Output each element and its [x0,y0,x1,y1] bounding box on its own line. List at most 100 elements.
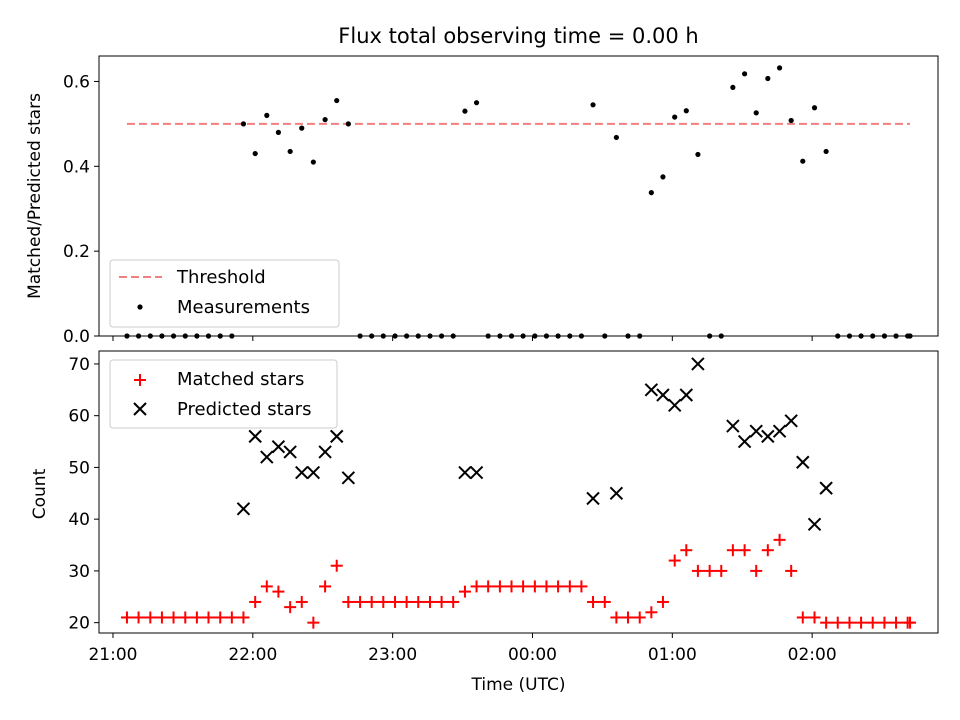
matched-star-point [761,544,774,557]
count-axes-frame [98,350,939,634]
ratio-x-ticks [112,336,813,341]
matched-star-point [563,580,576,593]
matched-star-point [633,611,646,624]
matched-star-point [645,606,658,619]
measurements-legend-marker [137,304,143,310]
measurement-point [788,117,794,124]
matched-star-point [260,580,273,593]
measurement-point [264,112,270,118]
matched-star-point [354,595,367,608]
count-legend: Matched stars Predicted stars [109,359,338,429]
predicted-legend-marker [133,402,147,416]
matched-star-point [307,616,320,629]
predicted-star-mark-b [341,471,356,485]
matched-star-point [412,595,425,608]
measurement-point [590,102,596,108]
figure-title: Flux total observing time = 0.00 h [338,24,698,48]
predicted-star-mark-b [236,502,251,516]
predicted-star-mark-b [306,465,321,480]
predicted-star-point [330,429,344,444]
matched-star-point [179,611,192,624]
predicted-star-mark-b [761,429,775,444]
predicted-star-point [796,455,810,469]
ratio-y-ticks: 0.0 0.2 0.4 0.6 [63,72,99,347]
matched-star-point [493,580,506,593]
matched-star-point [423,595,436,608]
ratio-y-axis-label: Matched/Predicted stars [25,93,45,299]
measurement-point [648,190,654,196]
count-y-tick-label: 30 [68,562,90,582]
count-x-tick-label: 23:00 [368,645,417,665]
ratio-panel: 0.0 0.2 0.4 0.6 Matched/Predicted stars Thr… [25,55,939,347]
matched-star-point [552,580,565,593]
matched-star-point [272,585,285,598]
count-y-tick-label: 20 [68,614,90,634]
predicted-star-point [609,486,624,501]
measurement-point [765,75,771,82]
measurements-legend-label: Measurements [177,297,310,318]
ratio-y-tick-label: 0.2 [63,242,90,262]
matched-star-point [342,595,355,608]
predicted-star-mark-b [726,419,740,433]
predicted-star-point [761,429,775,444]
matched-star-point [482,580,495,593]
matched-star-point [365,595,378,608]
matched-star-point [190,611,203,624]
count-x-ticks: 21:00 22:00 23:00 00:00 01:00 02:00 [88,633,837,665]
predicted-star-point [341,471,356,485]
matched-star-point [330,559,343,572]
predicted-star-point [318,445,332,459]
matched-star-point [878,616,891,629]
predicted-star-point [248,429,262,444]
predicted-star-point [306,465,321,480]
measurement-point [695,151,701,158]
count-x-tick-label: 21:00 [88,645,137,665]
count-legend-box [109,359,338,429]
predicted-star-mark-b [330,429,344,444]
predicted-star-point [295,465,309,480]
matched-star-point [726,544,739,557]
measurement-point [742,71,748,77]
measurement-point [823,148,829,155]
predicted-star-mark-b [644,383,659,397]
matched-star-point [785,564,798,577]
matched-star-point [621,611,634,624]
matched-star-point [319,580,332,593]
x-axis-label: Time (UTC) [471,675,566,695]
predicted-star-mark-b [469,465,484,480]
measurement-point [730,84,736,90]
matched-star-point [587,595,600,608]
predicted-star-mark-b [784,414,798,428]
matched-star-point [796,611,809,624]
predicted-star-mark-b [609,486,624,501]
matched-legend-label: Matched stars [177,369,304,390]
measurement-point [776,65,783,71]
predicted-star-mark-b [248,429,262,444]
matched-star-point [284,601,297,614]
measurement-point [240,121,247,127]
matched-star-point [575,580,588,593]
matched-star-point [540,580,553,593]
matched-star-point [680,544,693,557]
matched-star-point [715,564,728,577]
count-x-tick-label: 02:00 [788,645,837,665]
count-plot-area [120,357,917,629]
predicted-star-mark-b [807,517,822,532]
predicted-star-point [667,398,682,413]
measurement-point [334,97,340,104]
matched-star-point [517,580,530,593]
predicted-star-point [726,419,740,433]
count-panel: 20 30 40 50 60 70 21:00 22:00 23:00 00:00 01:00 02… [30,350,939,695]
matched-star-point [820,616,833,629]
matched-star-point [132,611,145,624]
ratio-legend-box [109,259,340,328]
matched-star-point [598,595,611,608]
predicted-star-point [784,414,798,428]
matched-star-point [144,611,157,624]
predicted-star-mark-b [283,445,297,459]
predicted-star-mark-b [656,388,670,402]
predicted-star-point [644,383,659,397]
predicted-star-point [749,424,763,438]
measurement-point [310,159,316,165]
